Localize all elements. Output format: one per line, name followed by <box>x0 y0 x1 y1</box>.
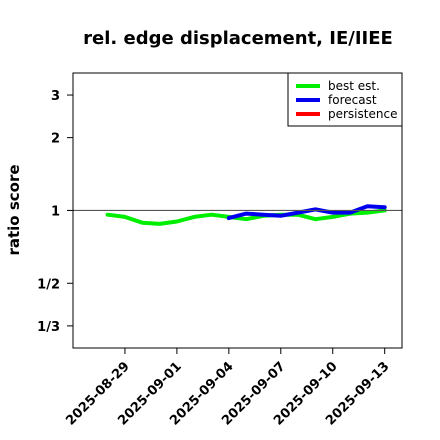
legend-label-3: persistence <box>328 107 397 121</box>
legend-label-2: forecast <box>328 93 377 107</box>
chart-title: rel. edge displacement, IE/IIEE <box>83 28 393 49</box>
plot-area: 1/31/21232025-08-292025-09-012025-09-042… <box>37 72 403 429</box>
series-line-1 <box>105 208 387 226</box>
y-tick-label-5: 3 <box>51 89 60 104</box>
y-axis-label: ratio score <box>5 164 23 255</box>
y-tick-label-1: 1/3 <box>37 320 60 335</box>
y-tick-label-2: 1/2 <box>37 277 60 292</box>
y-tick-label-3: 1 <box>51 204 60 219</box>
y-tick-label-4: 2 <box>51 132 60 147</box>
legend-label-1: best est. <box>328 79 380 93</box>
